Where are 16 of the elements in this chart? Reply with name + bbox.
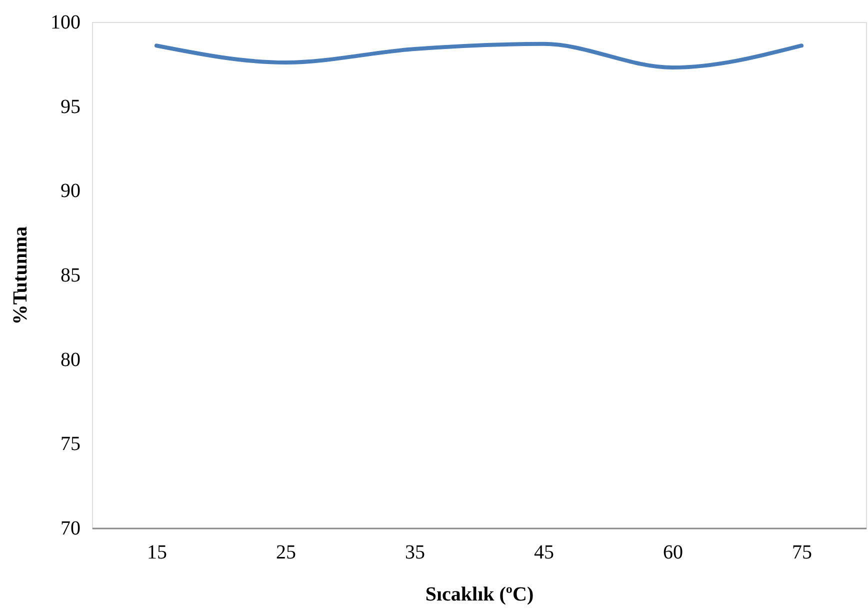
y-tick-label: 80 bbox=[60, 348, 80, 371]
line-series bbox=[154, 42, 804, 70]
y-tick-label: 85 bbox=[60, 264, 80, 286]
x-axis-title: Sıcaklık (ºC) bbox=[425, 584, 534, 606]
x-tick-label: 60 bbox=[663, 542, 683, 564]
y-tick-label: 100 bbox=[50, 12, 80, 34]
x-tick-label: 45 bbox=[534, 542, 554, 564]
x-tick-label: 35 bbox=[405, 542, 425, 564]
y-tick-label: 70 bbox=[60, 518, 80, 540]
y-tick-label: 75 bbox=[60, 433, 80, 456]
y-axis-title: %Tutunma bbox=[10, 226, 32, 325]
y-tick-label: 90 bbox=[60, 180, 80, 202]
x-tick-label: 75 bbox=[792, 542, 812, 564]
y-tick-label: 95 bbox=[60, 96, 80, 118]
x-tick-label: 15 bbox=[147, 542, 167, 564]
x-tick-label: 25 bbox=[276, 542, 296, 564]
